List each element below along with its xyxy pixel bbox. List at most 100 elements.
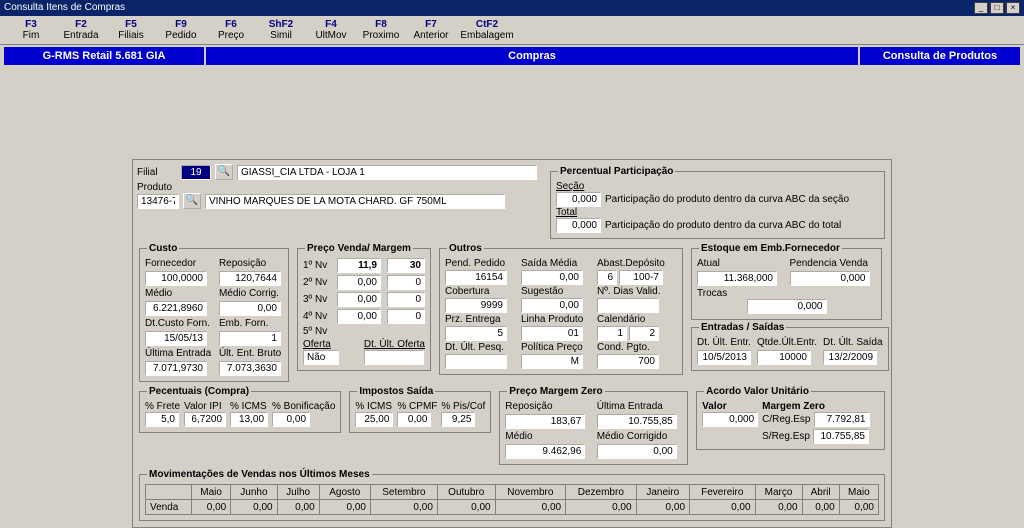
- fkey-f5[interactable]: F5Filiais: [106, 19, 156, 41]
- linhaprod-val: [521, 326, 583, 341]
- fkey-shf2[interactable]: ShF2Simil: [256, 19, 306, 41]
- maximize-button[interactable]: □: [990, 2, 1004, 14]
- main-panel: Filial 🔍 Produto 🔍 Percentual Participaç…: [132, 159, 892, 528]
- secao-value: [556, 192, 601, 207]
- dtcusto-val: [145, 331, 207, 346]
- entradas-legend: Entradas / Saídas: [699, 322, 786, 333]
- mov-month-header: Outubro: [437, 485, 495, 500]
- fkey-f3[interactable]: F3Fim: [6, 19, 56, 41]
- fkey-f6[interactable]: F6Preço: [206, 19, 256, 41]
- mov-month-header: Agosto: [319, 485, 370, 500]
- qtdeultentr-val: [757, 350, 811, 365]
- participacao-group: Percentual Participação Seção Participaç…: [550, 166, 885, 239]
- trocas-label: Trocas: [697, 288, 876, 299]
- bonif-label: % Bonificação: [272, 401, 335, 412]
- mov-month-header: Novembro: [495, 485, 565, 500]
- mz-medio-label: Médio: [505, 431, 590, 442]
- participacao-legend: Percentual Participação: [558, 166, 675, 177]
- band-right: Consulta de Produtos: [860, 47, 1020, 65]
- dtultentr-label: Dt. Últ. Entr.: [697, 337, 751, 348]
- oferta-val: [303, 350, 339, 365]
- outros-group: Outros Pend. Pedido Saída Média Abast.De…: [439, 243, 683, 375]
- acordo-mz-label: Margem Zero: [762, 401, 869, 412]
- filial-label: Filial: [137, 167, 177, 178]
- diasvalid-val: [597, 298, 659, 313]
- mediocorrig-label: Médio Corrig.: [219, 288, 283, 299]
- sregesp-val: [813, 429, 869, 444]
- n4-marg: [387, 309, 425, 324]
- produto-label: Produto: [137, 182, 544, 193]
- produto-name-input: [205, 194, 505, 209]
- reposicao-label: Reposição: [219, 258, 283, 269]
- condpgto-val: [597, 354, 659, 369]
- medio-label: Médio: [145, 288, 213, 299]
- dtultentr-val: [697, 350, 751, 365]
- n5-label: 5º Nv: [303, 326, 331, 337]
- atual-val: [697, 271, 777, 286]
- ultent-label: Última Entrada: [145, 348, 213, 359]
- fkey-f8[interactable]: F8Proximo: [356, 19, 406, 41]
- sugestao-val: [521, 298, 583, 313]
- mz-ultent-label: Última Entrada: [597, 401, 682, 412]
- fkey-f4[interactable]: F4UltMov: [306, 19, 356, 41]
- outros-legend: Outros: [447, 243, 484, 254]
- filial-code-input[interactable]: [181, 165, 211, 180]
- filial-search-button[interactable]: 🔍: [215, 164, 233, 180]
- fkey-ctf2[interactable]: CtF2Embalagem: [456, 19, 518, 41]
- window-title: Consulta Itens de Compras: [4, 0, 125, 16]
- percentuais-group: Pecentuais (Compra) % Frete Valor IPI % …: [139, 386, 341, 433]
- diasvalid-label: Nº. Dias Valid.: [597, 286, 677, 297]
- fkey-f2[interactable]: F2Entrada: [56, 19, 106, 41]
- n2-preco: [337, 275, 381, 290]
- pendvenda-label: Pendencia Venda: [790, 258, 877, 269]
- saidamedia-val: [521, 270, 583, 285]
- dtoferta-label: Dt. Últ. Oferta: [364, 339, 425, 350]
- mov-month-header: Setembro: [370, 485, 437, 500]
- cpmf-val: [397, 412, 431, 427]
- fkey-f7[interactable]: F7Anterior: [406, 19, 456, 41]
- minimize-button[interactable]: _: [974, 2, 988, 14]
- filial-name-input: [237, 165, 537, 180]
- calendario-label: Calendário: [597, 314, 677, 325]
- sregesp-label: S/Reg.Esp: [762, 431, 810, 442]
- cobertura-val: [445, 298, 507, 313]
- ipi-val: [184, 412, 226, 427]
- mov-month-header: Abril: [802, 485, 839, 500]
- ultent-val: [145, 361, 207, 376]
- movimentacoes-group: Movimentações de Vendas nos Últimos Mese…: [139, 469, 885, 521]
- close-button[interactable]: ×: [1006, 2, 1020, 14]
- mz-mediocorr-val: [597, 444, 677, 459]
- produto-code-input[interactable]: [137, 194, 179, 209]
- n4-label: 4º Nv: [303, 311, 331, 322]
- n2-marg: [387, 275, 425, 290]
- mov-cell: 0,00: [192, 500, 231, 515]
- mov-cell: 0,00: [495, 500, 565, 515]
- custo-group: Custo Fornecedor Reposição Médio Médio C…: [139, 243, 289, 382]
- icmscompra-label: % ICMS: [230, 401, 268, 412]
- total-value: [556, 218, 601, 233]
- fkey-toolbar: F3Fim F2Entrada F5Filiais F9Pedido F6Pre…: [0, 16, 1024, 45]
- mov-month-header: Fevereiro: [690, 485, 756, 500]
- margemzero-legend: Preço Margem Zero: [507, 386, 604, 397]
- mov-cell: 0,00: [231, 500, 277, 515]
- oferta-label: Oferta: [303, 339, 360, 350]
- mov-cell: 0,00: [370, 500, 437, 515]
- qtdeultentr-label: Qtde.Últ.Entr.: [757, 337, 817, 348]
- abastdep-b: [619, 270, 663, 285]
- reposicao-val: [219, 271, 281, 286]
- n3-preco: [337, 292, 381, 307]
- impostos-legend: Impostos Saída: [357, 386, 435, 397]
- mov-cell: 0,00: [802, 500, 839, 515]
- politicapreco-label: Política Preço: [521, 342, 593, 353]
- mov-month-header: Maio: [839, 485, 878, 500]
- mov-month-header: Maio: [192, 485, 231, 500]
- margemzero-group: Preço Margem Zero Reposição Última Entra…: [499, 386, 688, 465]
- mov-cell: 0,00: [277, 500, 319, 515]
- acordo-group: Acordo Valor Unitário Valor Margem Zero …: [696, 386, 885, 450]
- ipi-label: Valor IPI: [184, 401, 226, 412]
- produto-search-button[interactable]: 🔍: [183, 193, 201, 209]
- fkey-f9[interactable]: F9Pedido: [156, 19, 206, 41]
- cpmf-label: % CPMF: [397, 401, 437, 412]
- n4-preco: [337, 309, 381, 324]
- n3-marg: [387, 292, 425, 307]
